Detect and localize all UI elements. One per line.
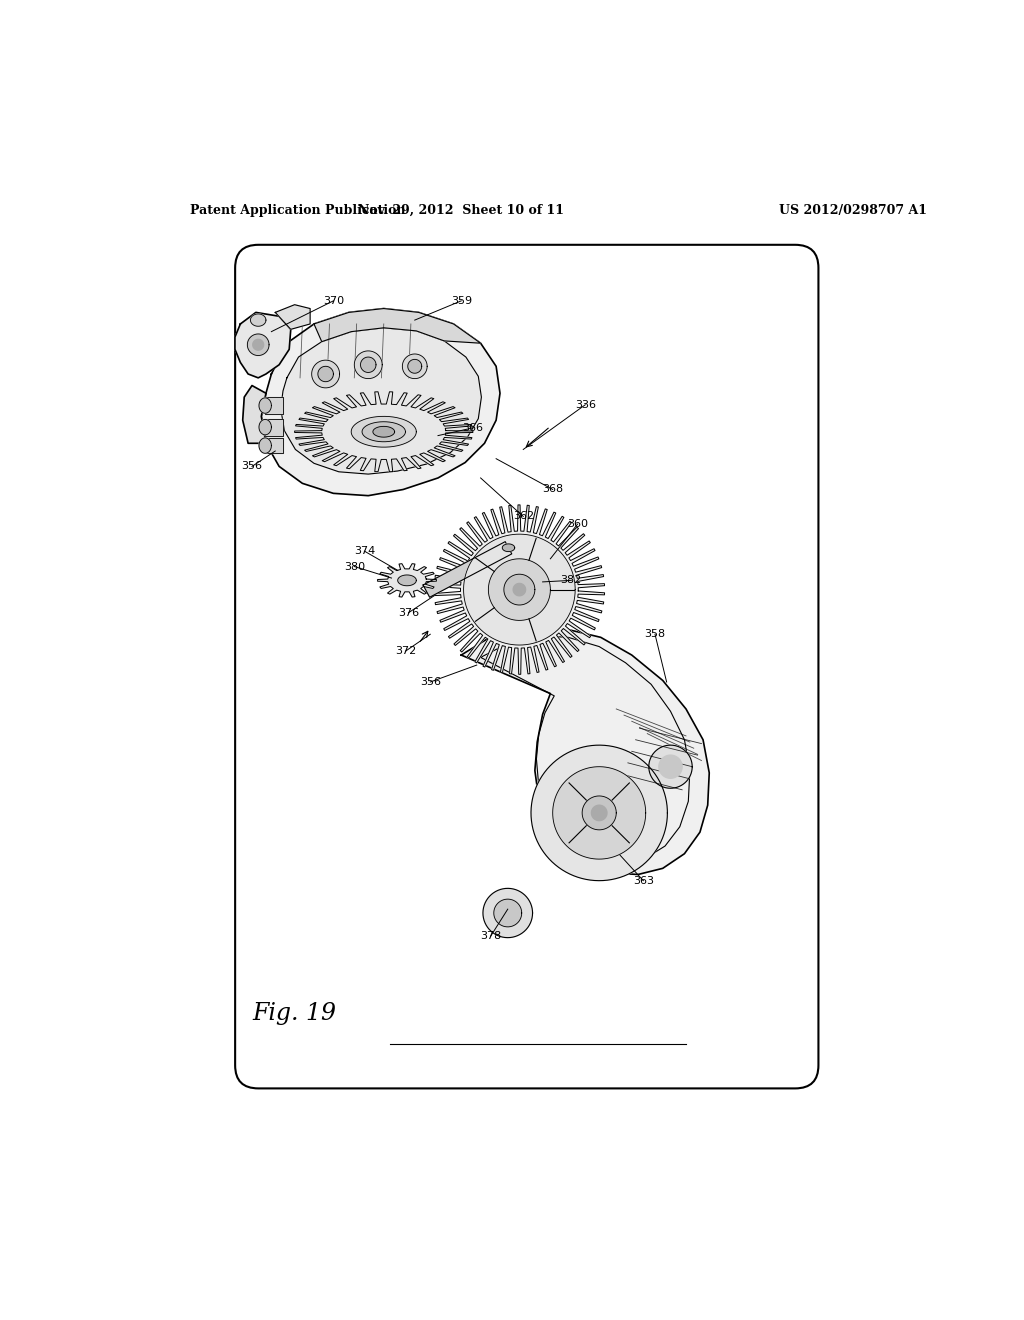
Text: 372: 372 — [395, 647, 416, 656]
Text: 363: 363 — [633, 875, 654, 886]
Text: Patent Application Publication: Patent Application Publication — [190, 205, 406, 218]
Polygon shape — [259, 438, 271, 453]
Text: Fig. 19: Fig. 19 — [252, 1002, 336, 1024]
Polygon shape — [434, 506, 604, 675]
Polygon shape — [373, 426, 394, 437]
Polygon shape — [504, 574, 535, 605]
Text: 378: 378 — [480, 931, 502, 941]
Polygon shape — [311, 360, 340, 388]
Text: 370: 370 — [323, 296, 344, 306]
Polygon shape — [261, 309, 500, 496]
Polygon shape — [531, 746, 668, 880]
Polygon shape — [397, 576, 417, 586]
Polygon shape — [464, 535, 575, 645]
Polygon shape — [317, 367, 334, 381]
Polygon shape — [265, 397, 283, 414]
Polygon shape — [314, 309, 480, 343]
Polygon shape — [408, 359, 422, 374]
Polygon shape — [243, 385, 266, 444]
Text: 382: 382 — [561, 576, 582, 585]
Text: 336: 336 — [574, 400, 596, 409]
Polygon shape — [265, 438, 283, 453]
Text: 359: 359 — [451, 296, 472, 306]
Polygon shape — [513, 583, 525, 595]
Polygon shape — [360, 358, 376, 372]
Polygon shape — [248, 334, 269, 355]
Polygon shape — [583, 796, 616, 830]
Polygon shape — [503, 544, 515, 552]
Polygon shape — [483, 888, 532, 937]
Polygon shape — [658, 755, 682, 779]
Polygon shape — [253, 339, 263, 350]
Polygon shape — [553, 767, 646, 859]
Text: 360: 360 — [567, 519, 588, 529]
Text: US 2012/0298707 A1: US 2012/0298707 A1 — [779, 205, 927, 218]
FancyBboxPatch shape — [236, 244, 818, 1089]
Text: 358: 358 — [644, 630, 666, 639]
Polygon shape — [488, 558, 550, 620]
Polygon shape — [362, 422, 406, 442]
Polygon shape — [378, 564, 436, 597]
Polygon shape — [354, 351, 382, 379]
Polygon shape — [251, 314, 266, 326]
Polygon shape — [281, 327, 481, 474]
Polygon shape — [265, 418, 283, 436]
Text: 366: 366 — [463, 422, 483, 433]
Polygon shape — [259, 420, 271, 434]
Polygon shape — [649, 746, 692, 788]
Polygon shape — [423, 541, 512, 597]
Text: 380: 380 — [344, 561, 365, 572]
Polygon shape — [295, 392, 473, 471]
Polygon shape — [275, 305, 310, 330]
Polygon shape — [402, 354, 427, 379]
Text: 362: 362 — [513, 511, 534, 521]
Text: 356: 356 — [420, 677, 440, 686]
Polygon shape — [494, 899, 521, 927]
Polygon shape — [234, 313, 291, 378]
Polygon shape — [592, 805, 607, 821]
Text: 356: 356 — [242, 462, 262, 471]
Text: 368: 368 — [542, 484, 563, 495]
Text: 374: 374 — [353, 546, 375, 556]
Text: Nov. 29, 2012  Sheet 10 of 11: Nov. 29, 2012 Sheet 10 of 11 — [358, 205, 564, 218]
Polygon shape — [351, 416, 417, 447]
Polygon shape — [259, 397, 271, 413]
Text: 376: 376 — [398, 607, 419, 618]
Polygon shape — [461, 627, 710, 874]
